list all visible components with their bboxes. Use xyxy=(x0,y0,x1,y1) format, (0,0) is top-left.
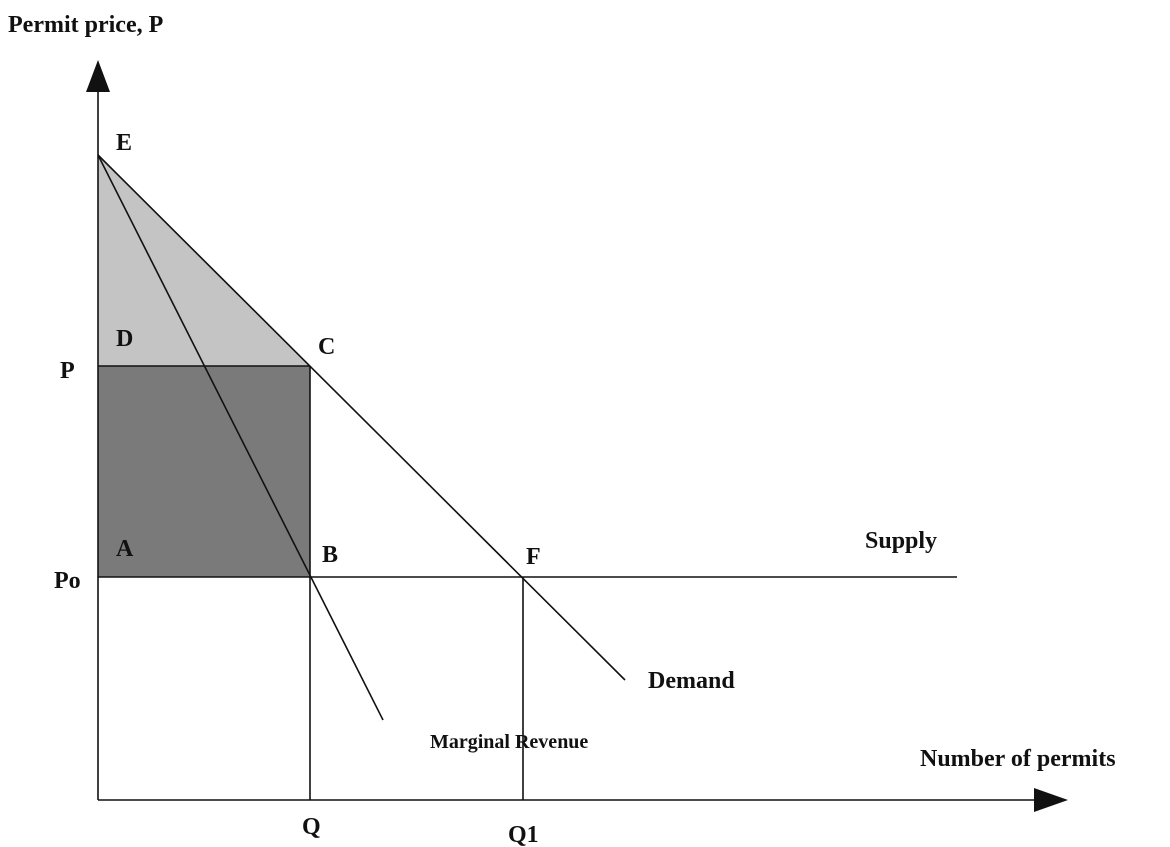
x-axis-label: Number of permits xyxy=(920,746,1116,772)
quantity-label: Q xyxy=(302,814,321,840)
point-label: E xyxy=(116,130,132,156)
demand-line xyxy=(97,154,626,681)
point-label: A xyxy=(116,536,134,562)
rent-area xyxy=(98,366,310,577)
y-axis-arrow xyxy=(86,60,110,92)
curve-label: Supply xyxy=(865,528,937,554)
x-axis-arrow xyxy=(1034,788,1068,812)
price-label: P xyxy=(60,358,75,384)
point-label: C xyxy=(318,334,335,360)
curve-label: Demand xyxy=(648,668,735,694)
point-label: D xyxy=(116,326,133,352)
point-label: B xyxy=(322,542,338,568)
curve-label: Marginal Revenue xyxy=(430,731,588,753)
marginal-revenue-line xyxy=(97,154,384,721)
quantity-label: Q1 xyxy=(508,822,539,847)
price-label: Po xyxy=(54,568,81,594)
point-label: F xyxy=(526,544,541,570)
y-axis-label: Permit price, P xyxy=(8,12,163,38)
